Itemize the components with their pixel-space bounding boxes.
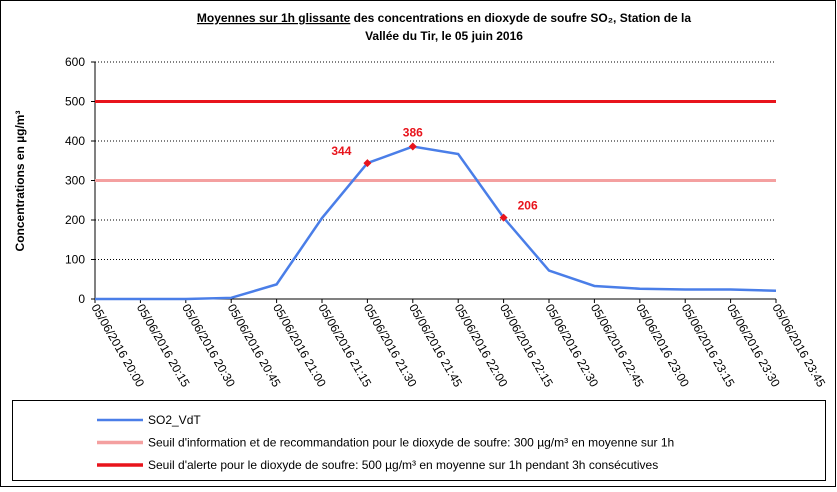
series-line xyxy=(95,145,777,301)
data-label: 386 xyxy=(403,126,423,140)
y-tick-label: 300 xyxy=(65,174,85,188)
legend-label: Seuil d'alerte pour le dioxyde de soufre… xyxy=(148,458,658,472)
y-axis-label: Concentrations en µg/m³ xyxy=(13,111,27,252)
point-marker xyxy=(499,213,508,222)
y-tick-label: 400 xyxy=(65,134,85,148)
point-marker xyxy=(363,159,372,168)
y-tick-label: 600 xyxy=(65,55,85,69)
data-label: 206 xyxy=(518,199,538,213)
legend-label: Seuil d'information et de recommandation… xyxy=(148,436,674,450)
chart-title: Moyennes sur 1h glissante des concentrat… xyxy=(197,11,691,43)
y-tick-label: 200 xyxy=(65,213,85,227)
data-label: 344 xyxy=(331,144,351,158)
title-part: Vallée du Tir, le 05 juin 2016 xyxy=(365,29,523,43)
y-tick-label: 500 xyxy=(65,95,85,109)
title-part: Moyennes sur 1h glissante xyxy=(197,11,351,25)
point-marker xyxy=(408,142,417,151)
y-tick-label: 0 xyxy=(78,292,85,306)
legend-label: SO2_VdT xyxy=(148,413,201,427)
y-tick-label: 100 xyxy=(65,253,85,267)
title-part: des concentrations en dioxyde de soufre … xyxy=(350,11,691,25)
legend-box xyxy=(12,400,826,481)
